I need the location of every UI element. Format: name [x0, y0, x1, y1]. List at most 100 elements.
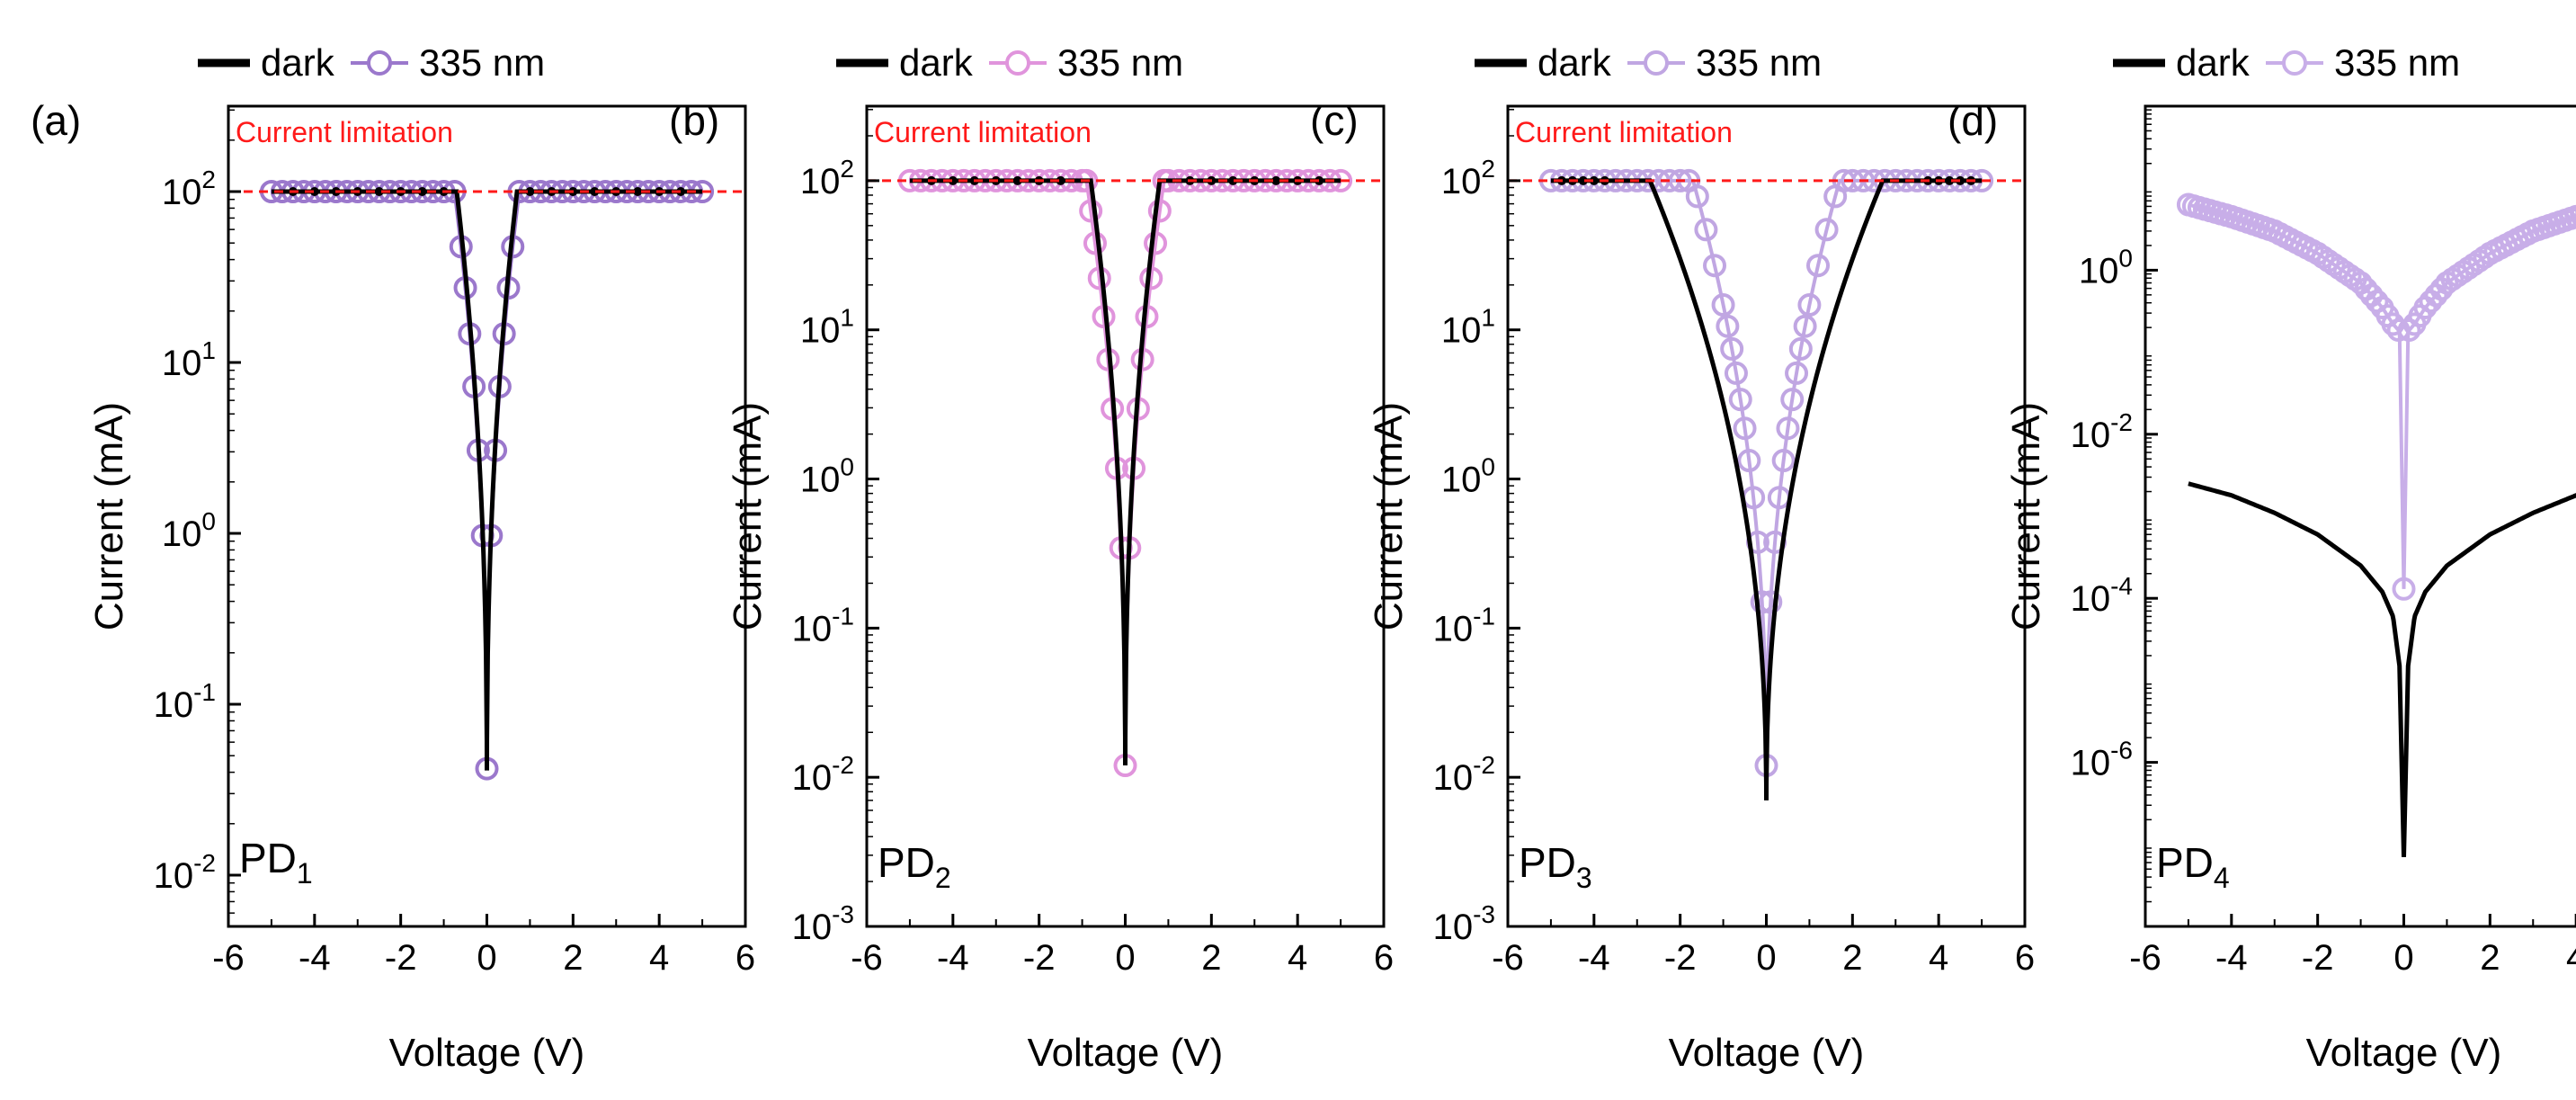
x-tick-label: 0 — [1756, 938, 1776, 978]
dark-data-point — [1578, 175, 1588, 185]
legend-uv-swatch-marker — [367, 50, 392, 76]
legend: dark 335 nm — [198, 41, 545, 84]
plot-data — [2176, 192, 2576, 857]
x-tick-label: 4 — [1929, 938, 1948, 978]
uv-data-point — [1737, 449, 1761, 473]
x-tick-label: -6 — [212, 938, 245, 978]
dark-data-point — [1056, 175, 1065, 185]
uv-data-point — [2570, 204, 2576, 226]
uv-data-point — [1668, 168, 1692, 192]
dark-data-point — [1945, 175, 1955, 185]
dark-data-point — [590, 187, 600, 196]
uv-data-point — [2392, 577, 2416, 601]
uv-data-point — [1750, 590, 1774, 614]
dark-data-point — [374, 187, 384, 196]
x-tick-label: -6 — [1492, 938, 1524, 978]
uv-data-point — [1780, 388, 1805, 412]
uv-data-point — [1806, 254, 1830, 278]
uv-data-point — [2365, 290, 2389, 314]
device-label: PD2 — [878, 839, 951, 894]
x-tick-label: 2 — [1842, 938, 1862, 978]
panel-label: (c) — [1310, 97, 1359, 144]
x-tick-label: -2 — [1664, 938, 1697, 978]
x-tick-label: -4 — [1578, 938, 1610, 978]
uv-data-point — [1785, 361, 1809, 385]
y-tick-label: 100 — [162, 507, 216, 554]
dark-data-point — [309, 187, 319, 196]
dark-data-point — [1589, 175, 1599, 185]
device-label: PD3 — [1519, 839, 1592, 894]
x-tick-label: -2 — [385, 938, 417, 978]
legend-dark-label: dark — [2176, 41, 2251, 84]
y-axis-label: Current (mA) — [2004, 402, 2048, 630]
y-tick-label: 101 — [800, 304, 854, 351]
uv-data-point — [2564, 204, 2576, 228]
x-tick-label: 6 — [735, 938, 755, 978]
uv-data-point — [1793, 314, 1817, 338]
legend-uv-label: 335 nm — [2334, 41, 2460, 84]
legend-dark-label: dark — [899, 41, 974, 84]
dark-data-point — [525, 187, 535, 196]
y-tick-label: 10-3 — [792, 900, 854, 947]
x-tick-label: 4 — [1288, 938, 1307, 978]
uv-data-point — [1788, 336, 1813, 361]
x-tick-label: 2 — [2480, 938, 2500, 978]
x-axis-label: Voltage (V) — [2306, 1031, 2502, 1075]
uv-data-point — [1759, 590, 1783, 614]
y-tick-label: 101 — [1441, 304, 1495, 351]
uv-data-point — [1797, 293, 1822, 317]
x-tick-label: 6 — [1374, 938, 1394, 978]
legend-dark-label: dark — [261, 41, 335, 84]
uv-data-point — [1147, 199, 1172, 223]
x-tick-label: 0 — [477, 938, 496, 978]
uv-data-point — [1694, 218, 1718, 242]
y-tick-label: 10-2 — [154, 849, 216, 896]
panel-b: Current limitation -6 -4 -2 0 2 4 6 10-3 10-2 10-1… — [669, 41, 1394, 1075]
x-tick-label: 4 — [2566, 938, 2576, 978]
x-tick-label: 2 — [563, 938, 583, 978]
y-axis-label: Current (mA) — [1367, 402, 1411, 630]
y-axis-label: Current (mA) — [726, 402, 770, 630]
uv-data-point — [1728, 388, 1752, 412]
x-tick-label: -4 — [299, 938, 331, 978]
x-tick-label: 6 — [2015, 938, 2035, 978]
uv-data-point — [1814, 218, 1839, 242]
legend: dark 335 nm — [2113, 41, 2460, 84]
legend-uv-swatch-marker — [1005, 50, 1030, 76]
current-limit-label: Current limitation — [874, 116, 1092, 148]
dark-data-point — [1956, 175, 1965, 185]
x-tick-label: 2 — [1201, 938, 1221, 978]
dark-data-point — [1271, 175, 1281, 185]
uv-data-point — [1724, 361, 1748, 385]
x-tick-label: -6 — [851, 938, 883, 978]
y-tick-label: 101 — [162, 336, 216, 383]
uv-data-point — [1733, 416, 1757, 441]
x-tick-label: -4 — [2215, 938, 2248, 978]
y-tick-label: 100 — [1441, 453, 1495, 500]
legend-uv-label: 335 nm — [1696, 41, 1822, 84]
y-tick-label: 100 — [800, 453, 854, 500]
panel-c: Current limitation -6 -4 -2 0 2 4 6 10-3 10-2 10-1… — [1310, 41, 2035, 1075]
panel-label: (b) — [669, 97, 719, 144]
panel-label: (a) — [31, 97, 81, 144]
device-label: PD4 — [2156, 839, 2230, 894]
dark-data-point — [1228, 175, 1238, 185]
legend-uv-label: 335 nm — [419, 41, 545, 84]
uv-data-point — [1079, 199, 1103, 223]
uv-data-point — [1703, 254, 1726, 278]
y-tick-label: 102 — [162, 165, 216, 212]
y-tick-label: 100 — [2079, 244, 2133, 291]
y-tick-label: 102 — [800, 155, 854, 201]
y-tick-label: 10-4 — [2071, 572, 2133, 619]
uv-data-point — [1711, 293, 1735, 317]
y-tick-label: 10-1 — [154, 678, 216, 725]
uv-data-point — [1685, 184, 1709, 209]
y-tick-label: 10-1 — [1433, 602, 1495, 648]
dark-data-point — [1315, 175, 1324, 185]
y-tick-label: 102 — [1441, 155, 1495, 201]
legend-uv-swatch-marker — [1644, 50, 1669, 76]
dark-data-point — [417, 187, 427, 196]
panel-label: (d) — [1948, 97, 1998, 144]
uv-data-point — [1720, 336, 1744, 361]
